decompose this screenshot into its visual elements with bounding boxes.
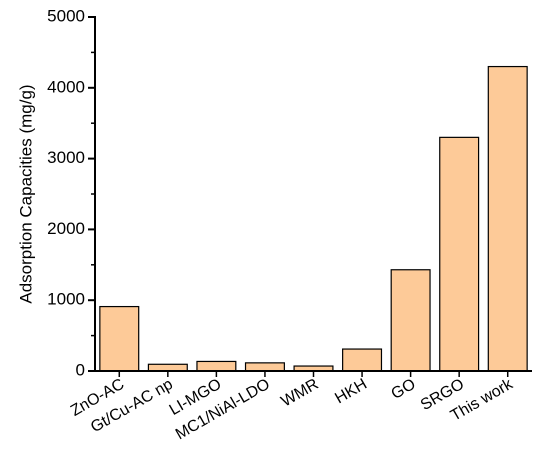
y-tick-label: 2000 <box>47 219 85 238</box>
y-axis-ticks: 0 1000 2000 3000 4000 5000 <box>47 6 95 379</box>
bar-hkh <box>342 348 383 372</box>
x-tick-label: HKH <box>332 376 370 408</box>
bar-go <box>390 269 431 372</box>
x-tick-label: GO <box>389 376 419 403</box>
y-axis-title: Adsorption Capacities (mg/g) <box>16 84 35 303</box>
bar-mc1-nial-ldo <box>244 362 285 372</box>
y-tick-label: 4000 <box>47 77 85 96</box>
y-tick-label: 3000 <box>47 148 85 167</box>
bar-zno-ac <box>99 305 140 372</box>
y-tick-label: 0 <box>76 360 85 379</box>
bar-srgo <box>439 136 480 372</box>
bars-group <box>99 65 528 372</box>
bar-gt-cu-ac-np <box>147 363 188 372</box>
y-tick-label: 1000 <box>47 290 85 309</box>
x-tick-label: WMR <box>278 376 321 411</box>
y-tick-label: 5000 <box>47 6 85 25</box>
bar-li-mgo <box>196 360 237 372</box>
bar-this-work <box>487 65 528 372</box>
